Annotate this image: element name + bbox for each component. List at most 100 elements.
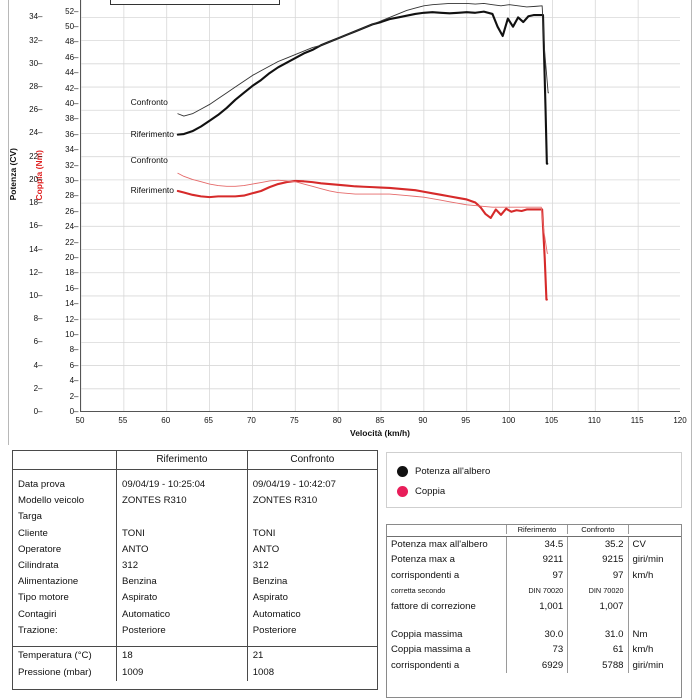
- table-row: Tipo motore Aspirato Aspirato: [13, 590, 377, 607]
- results-row-unit: [627, 598, 681, 615]
- curve-label-torque-confronto: Confronto: [130, 154, 168, 165]
- info-row-confronto: TONI: [246, 525, 377, 542]
- y-tick-torque-28: 28–: [65, 191, 78, 201]
- results-row-unit: giri/min: [627, 657, 681, 674]
- info-row-riferimento: 18: [116, 646, 248, 665]
- series-coppia-confronto: [177, 172, 549, 254]
- y-tick-torque-24: 24–: [65, 222, 78, 232]
- info-row-label: Cliente: [18, 527, 48, 539]
- results-row-label: fattore di correzione: [391, 600, 476, 612]
- results-row-riferimento: 34.5: [505, 536, 568, 553]
- y-tick-torque-38: 38–: [65, 114, 78, 124]
- results-row-riferimento: 6929: [505, 657, 568, 674]
- x-tick-80: 80: [332, 416, 342, 425]
- info-row-confronto: Aspirato: [246, 590, 377, 607]
- table-row: Modello veicolo ZONTES R310 ZONTES R310: [13, 493, 377, 510]
- page-border-right: [691, 0, 692, 700]
- y-tick-power-4: 4–: [33, 360, 43, 370]
- y-tick-power-24: 24–: [29, 128, 42, 138]
- x-tick-65: 65: [204, 416, 214, 425]
- results-row-confronto: DIN 70020: [567, 583, 629, 599]
- table-row: Data prova 09/04/19 - 10:25:04 09/04/19 - …: [13, 477, 377, 494]
- results-header-unit: [627, 525, 681, 534]
- info-row-confronto: Benzina: [246, 574, 377, 591]
- info-row-confronto: 1008: [246, 664, 377, 682]
- info-row-riferimento: Benzina: [116, 574, 248, 591]
- table-spacer: [13, 469, 377, 477]
- info-row-label: Pressione (mbar): [18, 667, 92, 679]
- info-row-label: Contagiri: [18, 608, 57, 620]
- y-tick-power-32: 32–: [29, 35, 42, 45]
- results-row-label: Potenza max all'albero: [391, 539, 488, 550]
- plot-svg: [81, 0, 680, 411]
- x-tick-120: 120: [673, 416, 687, 425]
- results-row-confronto: 9215: [567, 552, 629, 568]
- results-row-confronto: 97: [567, 567, 629, 584]
- table-row: corretta secondo DIN 70020 DIN 70020: [387, 583, 681, 599]
- legend-label: Coppia: [415, 485, 446, 497]
- vehicle-info-table: Riferimento Confronto Data prova 09/04/19…: [12, 450, 378, 690]
- y-tick-torque-22: 22–: [65, 237, 78, 247]
- table-row: fattore di correzione 1,001 1,007: [387, 598, 681, 615]
- info-row-label: Temperatura (°C): [18, 650, 92, 662]
- x-tick-95: 95: [461, 416, 471, 425]
- series-potenza-confronto: [177, 3, 550, 117]
- curve-label-power-riferimento: Riferimento: [130, 128, 175, 139]
- info-row-label: Cilindrata: [18, 560, 59, 572]
- y-tick-torque-8: 8–: [69, 345, 79, 355]
- table-row: Coppia massima a 73 61 km/h: [387, 642, 681, 658]
- info-row-riferimento: ZONTES R310: [116, 493, 248, 510]
- results-row-unit: km/h: [627, 642, 681, 658]
- y-tick-torque-52: 52–: [65, 6, 78, 16]
- y-tick-power-18: 18–: [29, 198, 42, 208]
- results-row-confronto: 61: [567, 642, 629, 658]
- y-tick-torque-42: 42–: [65, 83, 78, 93]
- results-row-unit: Nm: [627, 627, 681, 643]
- y-tick-power-28: 28–: [29, 82, 42, 92]
- results-row-riferimento: DIN 70020: [505, 583, 568, 599]
- info-row-confronto: Automatico: [246, 606, 377, 623]
- y-tick-power-10: 10–: [29, 290, 42, 300]
- results-header-confronto: Confronto: [567, 525, 629, 534]
- legend-item: Potenza all'albero: [397, 461, 681, 481]
- table-row: Cliente TONI TONI: [13, 525, 377, 542]
- x-tick-115: 115: [630, 416, 644, 425]
- info-row-riferimento: 312: [116, 558, 248, 575]
- y-tick-torque-20: 20–: [65, 252, 78, 262]
- results-header-separator: [387, 534, 681, 537]
- curve-label-power-confronto: Confronto: [130, 97, 168, 108]
- x-tick-110: 110: [587, 416, 601, 425]
- info-row-label: Modello veicolo: [18, 495, 85, 507]
- results-group-gap: [387, 614, 681, 628]
- y-axis-label-power: Potenza (CV): [8, 148, 18, 201]
- legend-dot-icon: [397, 465, 408, 477]
- info-row-confronto: 21: [246, 646, 377, 665]
- table-row: corrispondenti a 6929 5788 giri/min: [387, 657, 681, 674]
- info-row-confronto: ANTO: [246, 541, 377, 559]
- legend-dot-icon: [397, 485, 408, 497]
- x-tick-85: 85: [375, 416, 385, 425]
- results-row-riferimento: 97: [505, 567, 568, 584]
- y-tick-torque-30: 30–: [65, 175, 78, 185]
- y-tick-torque-12: 12–: [65, 314, 78, 324]
- legend-label: Potenza all'albero: [415, 465, 491, 477]
- y-tick-torque-6: 6–: [69, 360, 79, 370]
- table-row: Potenza max a 9211 9215 giri/min: [387, 552, 681, 568]
- info-row-riferimento: ANTO: [116, 541, 248, 559]
- info-row-confronto: 09/04/19 - 10:42:07: [246, 477, 377, 494]
- results-row-label: Coppia massima: [391, 629, 463, 641]
- y-tick-torque-44: 44–: [65, 68, 78, 78]
- x-tick-105: 105: [544, 416, 559, 425]
- table-row: Cilindrata 312 312: [13, 558, 377, 575]
- info-row-riferimento: Aspirato: [116, 590, 248, 607]
- y-axis-ticks-power: 0– 2– 4– 6– 8– 10– 12– 14– 16– 18– 20– 22– 24– 26– 28–…: [29, 0, 74, 416]
- y-tick-torque-32: 32–: [65, 160, 78, 170]
- results-row-unit: km/h: [627, 567, 681, 584]
- results-row-confronto: 5788: [567, 657, 629, 674]
- table-row: Contagiri Automatico Automatico: [13, 606, 377, 623]
- table-row: Trazione: Posteriore Posteriore: [13, 622, 377, 640]
- info-row-label: Data prova: [18, 479, 65, 490]
- results-row-riferimento: 73: [505, 642, 568, 658]
- y-tick-torque-16: 16–: [65, 283, 78, 293]
- results-row-label: Potenza max a: [391, 554, 455, 566]
